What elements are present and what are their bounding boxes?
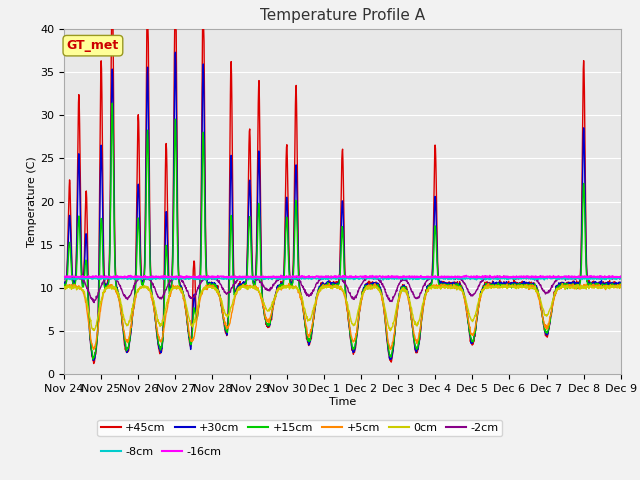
+30cm: [297, 293, 305, 299]
0cm: [377, 290, 385, 296]
-2cm: [500, 273, 508, 279]
Line: -2cm: -2cm: [64, 276, 621, 302]
0cm: [387, 328, 394, 334]
+45cm: [319, 279, 326, 285]
+45cm: [297, 292, 305, 298]
+15cm: [108, 100, 116, 106]
+15cm: [617, 281, 625, 287]
-16cm: [319, 274, 326, 279]
-16cm: [277, 273, 285, 278]
0cm: [103, 285, 111, 291]
-8cm: [297, 276, 305, 281]
+5cm: [318, 286, 326, 292]
+30cm: [126, 336, 134, 341]
-2cm: [90, 300, 98, 305]
+15cm: [297, 293, 305, 299]
-2cm: [617, 274, 625, 279]
-16cm: [378, 275, 385, 281]
-16cm: [60, 275, 68, 280]
+45cm: [308, 324, 316, 330]
-2cm: [308, 290, 316, 296]
-16cm: [195, 275, 203, 281]
0cm: [617, 284, 625, 290]
-2cm: [318, 275, 326, 281]
Line: +5cm: +5cm: [64, 283, 621, 349]
-8cm: [60, 276, 68, 281]
Line: 0cm: 0cm: [64, 285, 621, 331]
+30cm: [378, 291, 385, 297]
-8cm: [378, 276, 385, 281]
+45cm: [378, 289, 385, 295]
-16cm: [297, 274, 305, 280]
+5cm: [308, 322, 316, 327]
+30cm: [90, 358, 97, 363]
+45cm: [60, 280, 68, 286]
-2cm: [60, 275, 68, 281]
-8cm: [308, 275, 316, 281]
Line: -16cm: -16cm: [64, 276, 621, 278]
+30cm: [617, 282, 625, 288]
Line: +15cm: +15cm: [64, 103, 621, 359]
X-axis label: Time: Time: [329, 397, 356, 407]
-8cm: [319, 275, 326, 280]
0cm: [126, 319, 134, 324]
+5cm: [617, 284, 625, 290]
+5cm: [104, 285, 111, 291]
Text: GT_met: GT_met: [67, 39, 119, 52]
+5cm: [90, 347, 97, 352]
+15cm: [127, 329, 134, 335]
0cm: [60, 285, 68, 290]
-16cm: [103, 274, 111, 280]
-8cm: [155, 274, 163, 280]
+45cm: [617, 281, 625, 287]
+5cm: [60, 285, 68, 290]
-2cm: [297, 278, 305, 284]
-2cm: [126, 293, 134, 299]
+45cm: [127, 332, 134, 337]
+5cm: [378, 292, 385, 298]
+15cm: [60, 281, 68, 287]
-8cm: [202, 277, 210, 283]
+15cm: [89, 356, 97, 362]
-16cm: [126, 274, 134, 279]
-8cm: [617, 276, 625, 281]
+15cm: [104, 285, 111, 291]
0cm: [308, 312, 316, 318]
+15cm: [378, 292, 385, 298]
0cm: [574, 282, 582, 288]
+45cm: [90, 360, 97, 366]
+30cm: [308, 324, 316, 329]
Line: -8cm: -8cm: [64, 277, 621, 280]
-2cm: [104, 276, 111, 282]
+45cm: [104, 280, 111, 286]
-8cm: [103, 275, 111, 281]
+30cm: [172, 49, 179, 55]
-16cm: [617, 274, 625, 279]
Title: Temperature Profile A: Temperature Profile A: [260, 9, 425, 24]
+30cm: [60, 279, 68, 285]
+5cm: [484, 280, 492, 286]
-2cm: [378, 279, 385, 285]
0cm: [296, 291, 304, 297]
+30cm: [104, 280, 111, 286]
Line: +45cm: +45cm: [64, 29, 621, 363]
+30cm: [319, 280, 326, 286]
-8cm: [126, 275, 134, 281]
0cm: [318, 286, 326, 291]
+5cm: [126, 329, 134, 335]
-16cm: [308, 274, 316, 279]
Legend: -8cm, -16cm: -8cm, -16cm: [97, 444, 225, 460]
+15cm: [308, 324, 316, 329]
Y-axis label: Temperature (C): Temperature (C): [28, 156, 37, 247]
Line: +30cm: +30cm: [64, 52, 621, 360]
+45cm: [108, 26, 115, 32]
+15cm: [319, 282, 326, 288]
+5cm: [297, 294, 305, 300]
